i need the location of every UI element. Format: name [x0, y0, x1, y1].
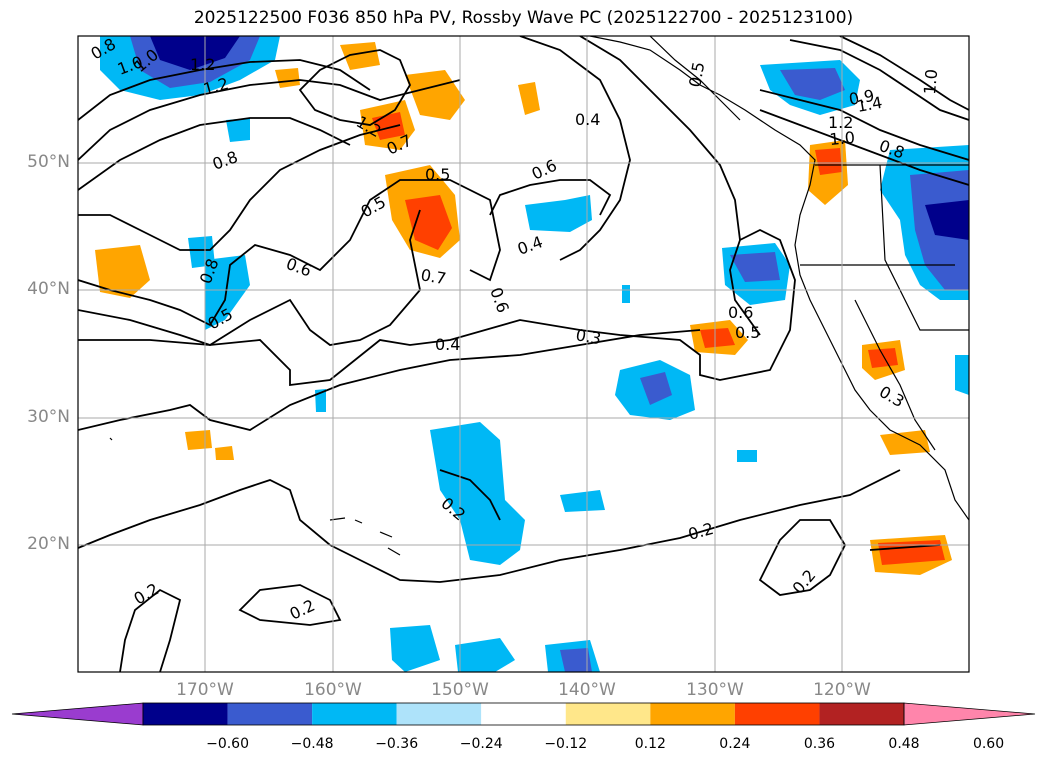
colorbar-tick-label: 0.36 — [803, 736, 836, 752]
colorbar-tick-label: −0.12 — [544, 736, 588, 752]
colorbar-segment — [819, 703, 904, 725]
colorbar — [11, 702, 1036, 726]
colorbar-frame — [142, 702, 905, 726]
lon-label-150w: 150°W — [431, 680, 489, 700]
contour-label: 1.2 — [828, 113, 853, 132]
lat-label-50n: 50°N — [27, 152, 70, 172]
contour-label: 1.0 — [920, 68, 941, 95]
colorbar-tick-label: −0.24 — [459, 736, 503, 752]
colorbar-extend-low — [11, 702, 144, 726]
colorbar-segment — [312, 703, 397, 725]
colorbar-segment — [565, 703, 651, 725]
colorbar-tick-label: 0.48 — [888, 736, 920, 752]
contour-label: 0.3 — [574, 325, 602, 348]
contour-label: 1.4 — [855, 93, 883, 116]
contour-label: 0.9 — [847, 86, 875, 109]
colorbar-tick-label: 0.60 — [972, 736, 1005, 752]
lon-label-170w: 170°W — [176, 680, 234, 700]
map-title: 2025122500 F036 850 hPa PV, Rossby Wave … — [193, 8, 854, 28]
contour-label: 0.7 — [419, 265, 447, 288]
lon-label-130w: 130°W — [686, 680, 744, 700]
contour-label: 0.6 — [728, 303, 753, 322]
contour-label: 1.0 — [829, 128, 856, 149]
lon-label-160w: 160°W — [304, 680, 362, 700]
coastlines — [109, 36, 969, 556]
contour-label: 0.5 — [735, 323, 760, 342]
lon-label-120w: 120°W — [813, 680, 871, 700]
lat-label-30n: 30°N — [27, 407, 70, 427]
gridlines — [78, 36, 969, 672]
colorbar-tick-label: −0.48 — [290, 736, 334, 752]
contour-label: 1.2 — [190, 55, 215, 74]
pv-anomaly-fills — [95, 36, 969, 672]
contour-label: 0.5 — [685, 60, 708, 88]
colorbar-extend-high — [903, 702, 1036, 726]
colorbar-segment — [734, 703, 820, 725]
colorbar-tick-label: −0.60 — [206, 736, 249, 752]
lon-label-140w: 140°W — [558, 680, 616, 700]
colorbar-segment — [650, 703, 735, 725]
colorbar-segment — [143, 703, 228, 725]
contour-label: 0.5 — [425, 165, 450, 184]
colorbar-tick-label: −0.36 — [375, 736, 419, 752]
lat-label-20n: 20°N — [27, 534, 70, 554]
lat-label-40n: 40°N — [27, 279, 70, 299]
colorbar-tick-label: 0.12 — [634, 736, 666, 752]
colorbar-segment — [227, 703, 313, 725]
colorbar-tick-label: 0.24 — [719, 736, 751, 752]
colorbar-segment — [396, 703, 482, 725]
contour-label: 0.4 — [575, 110, 600, 129]
map-frame — [77, 35, 970, 673]
colorbar-segment — [481, 703, 566, 725]
contour-label: 0.4 — [435, 335, 460, 354]
